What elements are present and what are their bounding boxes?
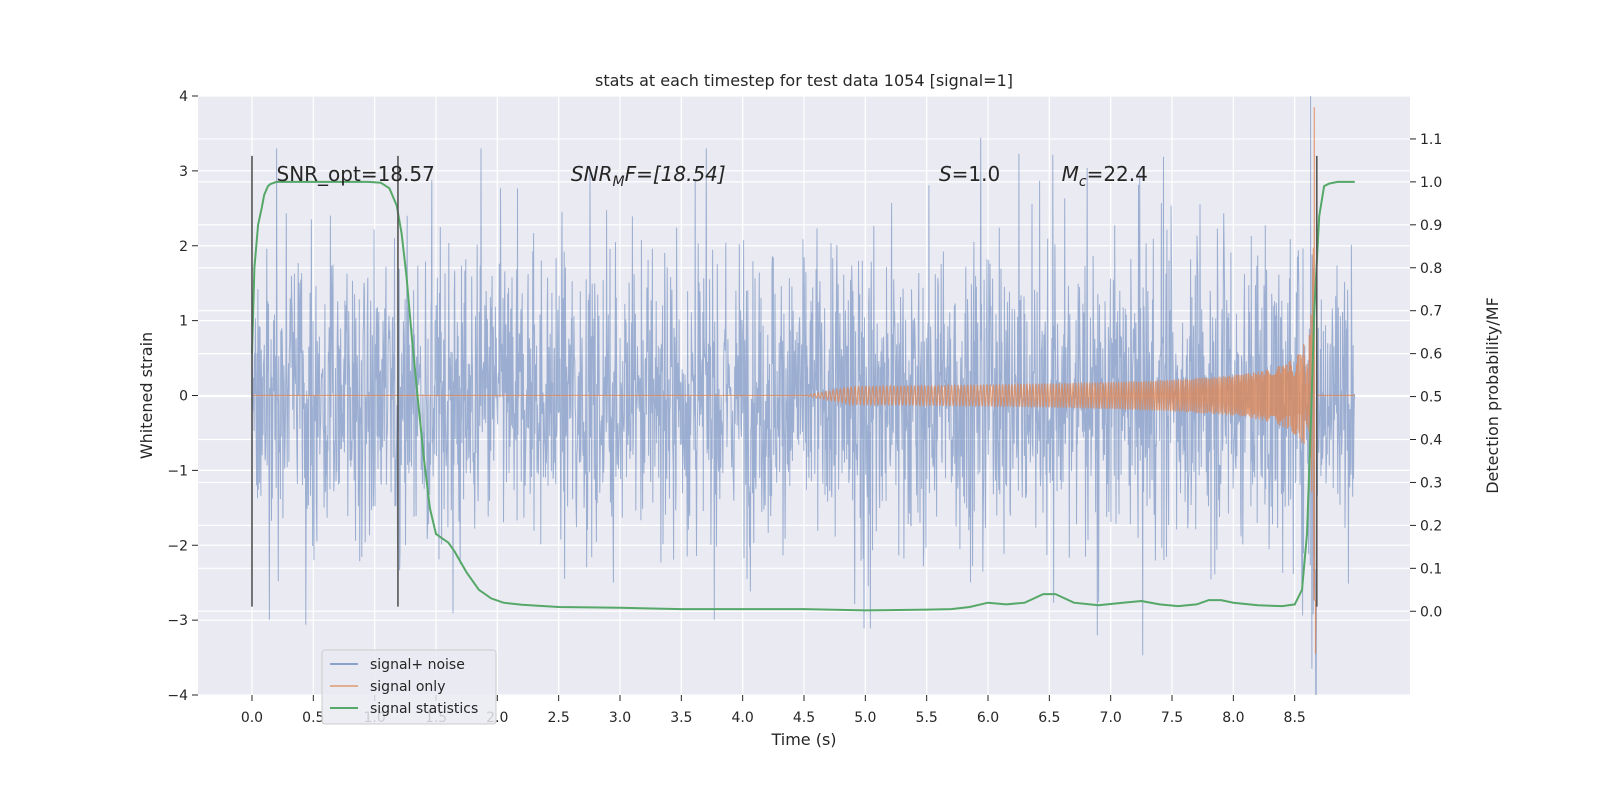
chart-title: stats at each timestep for test data 105… — [595, 71, 1013, 90]
y-tick-label: −2 — [167, 538, 188, 554]
annotation-snr-mf-base: SNR — [571, 162, 613, 186]
annotation-mc: Mc=22.4 — [1062, 162, 1148, 190]
legend-label-signal-noise: signal+ noise — [370, 657, 465, 673]
y-right-tick-label: 0.4 — [1420, 433, 1442, 449]
x-tick-label: 8.5 — [1284, 710, 1306, 726]
x-tick-label: 4.5 — [793, 710, 815, 726]
annotation-mc-sub: c — [1079, 174, 1087, 190]
series-layer — [251, 96, 1356, 695]
y-axis-label: Whitened strain — [137, 332, 156, 459]
x-tick-label: 7.5 — [1161, 710, 1183, 726]
y-right-tick-label: 0.7 — [1420, 304, 1442, 320]
axes-ticks: 0.00.51.01.52.02.53.03.54.04.55.05.56.06… — [167, 89, 1442, 726]
annotation-mc-base: M — [1062, 162, 1079, 186]
series-signal-noise — [251, 96, 1356, 695]
x-tick-label: 6.0 — [977, 710, 999, 726]
y-tick-label: −1 — [167, 463, 188, 479]
annotation-s-base: S — [939, 162, 952, 186]
x-tick-label: 5.0 — [854, 710, 876, 726]
y-tick-label: 2 — [179, 239, 188, 255]
x-tick-label: 2.5 — [548, 710, 570, 726]
annotation-snr-mf: SNRMF=[18.54] — [571, 162, 726, 190]
y-right-tick-label: 0.8 — [1420, 261, 1442, 277]
legend-label-signal-statistics: signal statistics — [370, 701, 478, 717]
x-tick-label: 6.5 — [1038, 710, 1060, 726]
y-right-tick-label: 0.9 — [1420, 218, 1442, 234]
y-tick-label: 1 — [179, 314, 188, 330]
x-axis-label: Time (s) — [770, 730, 836, 749]
y-right-tick-label: 0.3 — [1420, 475, 1442, 491]
y-tick-label: 3 — [179, 164, 188, 180]
annotation-snr-mf-sub: M — [612, 174, 624, 190]
y-tick-label: 0 — [179, 389, 188, 405]
y-right-tick-label: 0.2 — [1420, 518, 1442, 534]
x-tick-label: 7.0 — [1100, 710, 1122, 726]
x-tick-label: 0.5 — [302, 710, 324, 726]
y-right-tick-label: 0.6 — [1420, 347, 1442, 363]
legend-box — [321, 649, 497, 725]
y-tick-label: −3 — [167, 613, 188, 629]
series-signal-statistics — [251, 180, 1355, 612]
annotation-mc-rest: =22.4 — [1087, 162, 1148, 186]
y-axis-right-label: Detection probability/MF — [1483, 297, 1502, 494]
x-tick-label: 8.0 — [1222, 710, 1244, 726]
series-signal-only — [252, 107, 1355, 654]
x-tick-label: 0.0 — [241, 710, 263, 726]
y-right-tick-label: 0.1 — [1420, 561, 1442, 577]
x-tick-label: 5.5 — [916, 710, 938, 726]
y-tick-label: −4 — [167, 688, 188, 704]
y-right-tick-label: 1.0 — [1420, 175, 1442, 191]
y-tick-label: 4 — [179, 89, 188, 105]
y-right-tick-label: 0.5 — [1420, 390, 1442, 406]
x-tick-label: 3.5 — [670, 710, 692, 726]
legend-label-signal-only: signal only — [370, 679, 445, 695]
x-tick-label: 4.0 — [732, 710, 754, 726]
x-tick-label: 3.0 — [609, 710, 631, 726]
annotation-snr-opt: SNR_opt=18.57 — [277, 162, 435, 186]
annotation-s: S=1.0 — [939, 162, 1000, 186]
annotation-s-rest: =1.0 — [952, 162, 1001, 186]
legend: signal+ noise signal only signal statist… — [321, 649, 497, 725]
annotation-snr-mf-rest: F=[18.54] — [625, 162, 726, 186]
y-right-tick-label: 0.0 — [1420, 604, 1442, 620]
vertical-markers — [251, 155, 1318, 607]
y-right-tick-label: 1.1 — [1420, 132, 1442, 148]
